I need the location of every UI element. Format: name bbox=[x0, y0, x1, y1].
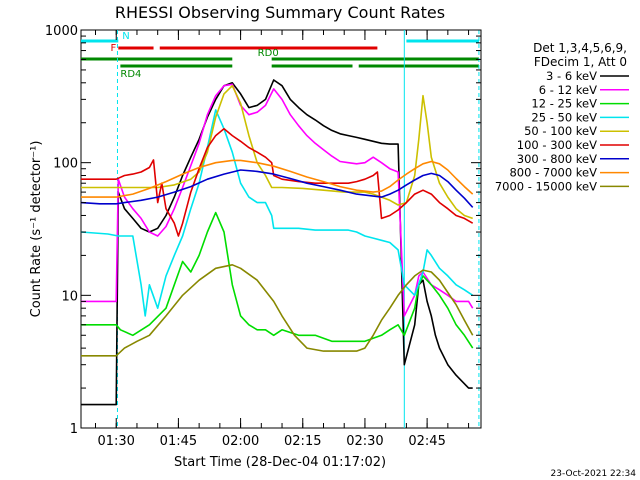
x-tick-label: 01:30 bbox=[97, 434, 134, 449]
series-line-7 bbox=[80, 169, 474, 208]
flag-n-label: N bbox=[122, 31, 129, 42]
legend-label-1: 3 - 6 keV bbox=[546, 69, 597, 83]
x-tick-label: 02:15 bbox=[284, 434, 321, 449]
flag-rd4-label: RD4 bbox=[120, 69, 141, 80]
legend-label-4: 25 - 50 keV bbox=[531, 110, 597, 124]
series-layer bbox=[80, 79, 474, 406]
x-tick-label: 02:30 bbox=[346, 434, 383, 449]
series-line-1 bbox=[81, 79, 473, 406]
legend-label-8: 800 - 7000 keV bbox=[509, 166, 597, 180]
series-line-3 bbox=[81, 211, 474, 349]
y-axis-label: Count Rate (s⁻¹ detector⁻¹) bbox=[29, 141, 44, 318]
series-line-8 bbox=[81, 159, 474, 198]
y-axis: 1 10 100 1000 bbox=[45, 24, 481, 437]
footer-date: 23-Oct-2021 22:34 bbox=[551, 469, 637, 479]
flag-f-label: F bbox=[111, 43, 117, 54]
y-tick-label: 10 bbox=[61, 289, 78, 304]
x-tick-label: 02:45 bbox=[408, 434, 445, 449]
y-tick-label: 1 bbox=[70, 422, 78, 437]
series-line-6 bbox=[81, 128, 474, 237]
legend: Det 1,3,4,5,6,9, FDecim 1, Att 0 3 - 6 k… bbox=[495, 41, 629, 193]
x-axis-label: Start Time (28-Dec-04 01:17:02) bbox=[174, 455, 386, 470]
series-line-2 bbox=[81, 83, 474, 317]
flag-rd0-label: RD0 bbox=[258, 48, 279, 59]
legend-label-9: 7000 - 15000 keV bbox=[495, 179, 597, 193]
legend-label-2: 6 - 12 keV bbox=[539, 83, 597, 97]
legend-header-line-1: Det 1,3,4,5,6,9, bbox=[533, 41, 627, 55]
plot-frame bbox=[80, 29, 482, 429]
legend-label-3: 12 - 25 keV bbox=[531, 97, 597, 111]
chart-title: RHESSI Observing Summary Count Rates bbox=[115, 3, 445, 22]
x-tick-label: 02:00 bbox=[222, 434, 259, 449]
series-line-5 bbox=[81, 84, 473, 220]
series-line-9 bbox=[81, 263, 474, 357]
y-tick-label: 100 bbox=[53, 157, 78, 172]
x-axis: 01:30 01:45 02:00 02:15 02:30 02:45 bbox=[95, 30, 470, 449]
legend-label-6: 100 - 300 keV bbox=[517, 138, 597, 152]
legend-label-7: 300 - 800 keV bbox=[517, 152, 597, 166]
x-tick-label: 01:45 bbox=[160, 434, 197, 449]
series-line-4 bbox=[80, 109, 474, 317]
observing-flags: NF RD0 RD4 bbox=[81, 31, 479, 80]
legend-header-line-2: FDecim 1, Att 0 bbox=[534, 55, 627, 69]
y-tick-label: 1000 bbox=[45, 24, 78, 39]
legend-label-5: 50 - 100 keV bbox=[524, 124, 597, 138]
